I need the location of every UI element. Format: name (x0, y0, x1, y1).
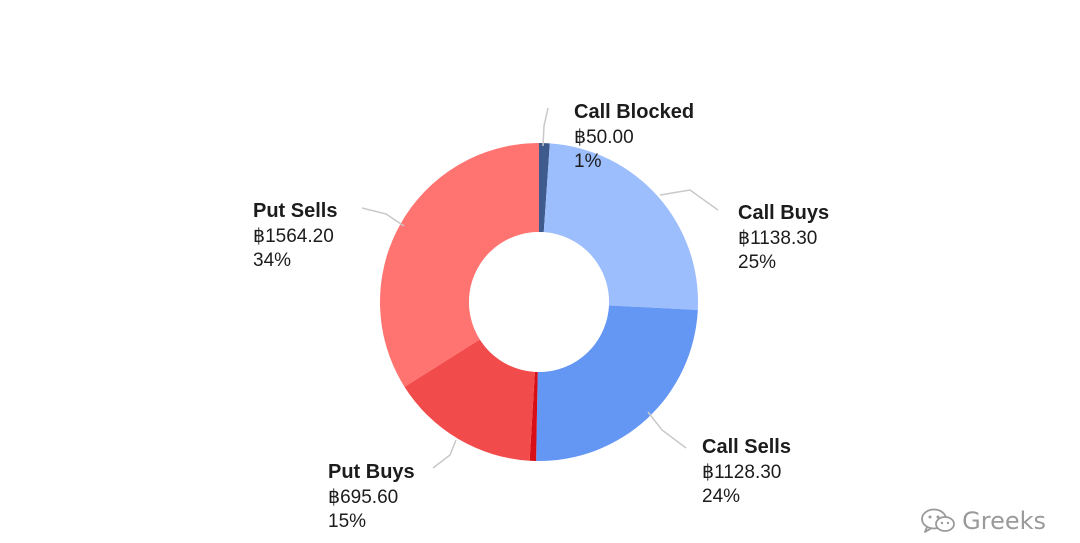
slice-put-blocked[interactable] (529, 371, 538, 461)
slice-percent-label: 24% (702, 486, 740, 507)
data-label-call-blocked: Call Blocked ฿50.00 1% (574, 101, 694, 172)
watermark: Greeks (920, 507, 1046, 535)
slice-call-buys[interactable] (543, 143, 698, 310)
slice-name-label: Call Blocked (574, 101, 694, 123)
leader-line-call-sells (647, 411, 687, 449)
data-label-call-buys: Call Buys ฿1138.30 25% (738, 202, 829, 273)
watermark-text: Greeks (962, 507, 1046, 535)
slice-percent-label: 34% (253, 250, 291, 271)
data-label-put-buys: Put Buys ฿695.60 15% (328, 461, 415, 532)
slice-name-label: Put Sells (253, 200, 337, 222)
leader-line-put-sells (361, 207, 405, 227)
slice-name-label: Call Buys (738, 202, 829, 224)
slice-percent-label: 1% (574, 151, 602, 172)
slice-percent-label: 15% (328, 511, 366, 532)
slice-value-label: ฿50.00 (574, 127, 634, 148)
data-label-put-sells: Put Sells ฿1564.20 34% (253, 200, 337, 271)
slice-percent-label: 25% (738, 252, 776, 273)
slice-value-label: ฿1564.20 (253, 226, 334, 247)
leader-lines (361, 107, 719, 469)
wechat-icon (921, 508, 956, 533)
slice-put-sells[interactable] (379, 143, 539, 387)
leader-line-call-buys (659, 189, 719, 211)
slice-call-blocked[interactable] (539, 143, 550, 233)
slice-name-label: Put Buys (328, 461, 415, 483)
leader-line-call-blocked (542, 107, 549, 147)
slices-layer (379, 143, 698, 462)
donut-hole (469, 232, 609, 372)
leader-line-put-buys (432, 439, 457, 469)
slice-put-buys[interactable] (404, 339, 535, 461)
slice-value-label: ฿1128.30 (702, 462, 781, 483)
slice-call-sells[interactable] (536, 305, 698, 462)
data-label-call-sells: Call Sells ฿1128.30 24% (702, 436, 791, 507)
slice-value-label: ฿1138.30 (738, 228, 817, 249)
slice-name-label: Call Sells (702, 436, 791, 458)
slice-value-label: ฿695.60 (328, 487, 398, 508)
data-labels: Call Blocked ฿50.00 1% Call Buys ฿1138.30 25%… (253, 101, 829, 532)
